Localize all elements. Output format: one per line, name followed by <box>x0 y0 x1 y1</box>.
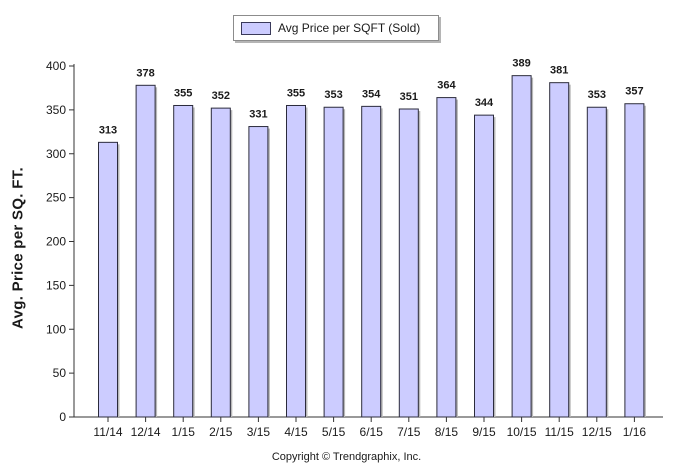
chart-legend: Avg Price per SQFT (Sold) <box>233 15 439 41</box>
bar-value-label: 331 <box>249 109 267 121</box>
y-tick-label: 400 <box>46 59 66 73</box>
x-tick-label: 4/15 <box>284 425 308 439</box>
bar <box>549 82 570 418</box>
bar <box>173 104 194 418</box>
bar <box>436 97 457 418</box>
bar <box>511 75 532 418</box>
bar <box>361 105 382 418</box>
bar-value-label: 353 <box>588 89 606 101</box>
bar <box>286 104 306 418</box>
y-tick-label: 300 <box>46 147 66 161</box>
bar <box>323 106 344 418</box>
bar-value-label: 381 <box>550 65 568 77</box>
bar-value-label: 355 <box>287 87 305 99</box>
y-tick-label: 50 <box>53 366 67 380</box>
bar-value-label: 357 <box>625 86 643 98</box>
x-tick-label: 3/15 <box>247 425 271 439</box>
x-tick-label: 5/15 <box>322 425 346 439</box>
y-tick-label: 100 <box>46 322 66 336</box>
x-tick-label: 9/15 <box>472 425 496 439</box>
bar <box>586 106 607 418</box>
x-tick-label: 6/15 <box>360 425 384 439</box>
bar <box>210 107 231 418</box>
x-tick-label: 2/15 <box>209 425 233 439</box>
bar-value-label: 355 <box>174 87 192 99</box>
x-tick-label: 11/15 <box>545 425 574 439</box>
bar-value-label: 353 <box>324 89 342 101</box>
bar-value-label: 344 <box>475 97 494 109</box>
y-tick-label: 200 <box>46 235 66 249</box>
bar <box>98 141 118 418</box>
bar-value-label: 354 <box>362 88 381 100</box>
legend-label: Avg Price per SQFT (Sold) <box>278 21 421 35</box>
copyright-text: Copyright © Trendgraphix, Inc. <box>271 451 422 463</box>
bar-value-label: 313 <box>99 124 117 136</box>
x-tick-label: 1/15 <box>172 425 196 439</box>
y-tick-label: 350 <box>46 103 66 117</box>
bar <box>135 84 156 418</box>
bar <box>474 114 494 418</box>
bar <box>624 103 645 418</box>
x-tick-label: 10/15 <box>507 425 537 439</box>
x-tick-label: 12/15 <box>582 425 612 439</box>
y-axis-title: Avg. Price per SQ. FT. <box>9 167 27 329</box>
legend-swatch <box>241 22 271 35</box>
bar-value-label: 364 <box>437 80 456 92</box>
bar-value-label: 352 <box>212 90 230 102</box>
bar <box>398 108 419 418</box>
bar <box>248 126 269 418</box>
y-tick-label: 150 <box>46 278 66 292</box>
bar-value-label: 389 <box>512 58 530 70</box>
x-tick-label: 7/15 <box>397 425 421 439</box>
x-tick-label: 12/14 <box>131 425 161 439</box>
y-tick-label: 0 <box>59 410 66 424</box>
y-tick-label: 250 <box>46 191 66 205</box>
x-tick-label: 1/16 <box>623 425 647 439</box>
x-tick-label: 8/15 <box>435 425 459 439</box>
bar-value-label: 378 <box>136 67 154 79</box>
bar-value-label: 351 <box>400 91 418 103</box>
x-tick-label: 11/14 <box>93 425 122 439</box>
